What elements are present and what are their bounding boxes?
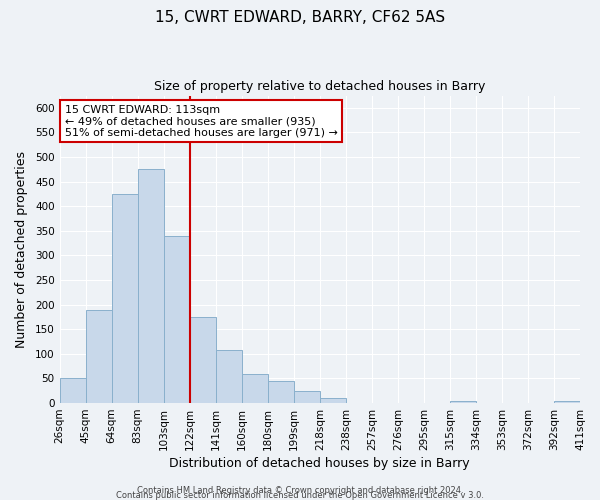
Bar (59, 378, 86, 403)
Bar (268, 382, 294, 403)
Bar (164, 236, 190, 403)
X-axis label: Distribution of detached houses by size in Barry: Distribution of detached houses by size … (169, 457, 470, 470)
Bar (320, 398, 346, 403)
Title: Size of property relative to detached houses in Barry: Size of property relative to detached ho… (154, 80, 485, 93)
Bar (215, 350, 242, 403)
Bar (554, 400, 580, 403)
Bar (137, 170, 164, 403)
Text: Contains public sector information licensed under the Open Government Licence v : Contains public sector information licen… (116, 491, 484, 500)
Text: 15, CWRT EDWARD, BARRY, CF62 5AS: 15, CWRT EDWARD, BARRY, CF62 5AS (155, 10, 445, 25)
Bar (242, 374, 268, 403)
Bar (86, 310, 112, 403)
Bar (112, 194, 137, 403)
Bar (294, 391, 320, 403)
Bar (190, 317, 215, 403)
Text: Contains HM Land Registry data © Crown copyright and database right 2024.: Contains HM Land Registry data © Crown c… (137, 486, 463, 495)
Y-axis label: Number of detached properties: Number of detached properties (15, 151, 28, 348)
Text: 15 CWRT EDWARD: 113sqm
← 49% of detached houses are smaller (935)
51% of semi-de: 15 CWRT EDWARD: 113sqm ← 49% of detached… (65, 105, 338, 138)
Bar (450, 400, 476, 403)
